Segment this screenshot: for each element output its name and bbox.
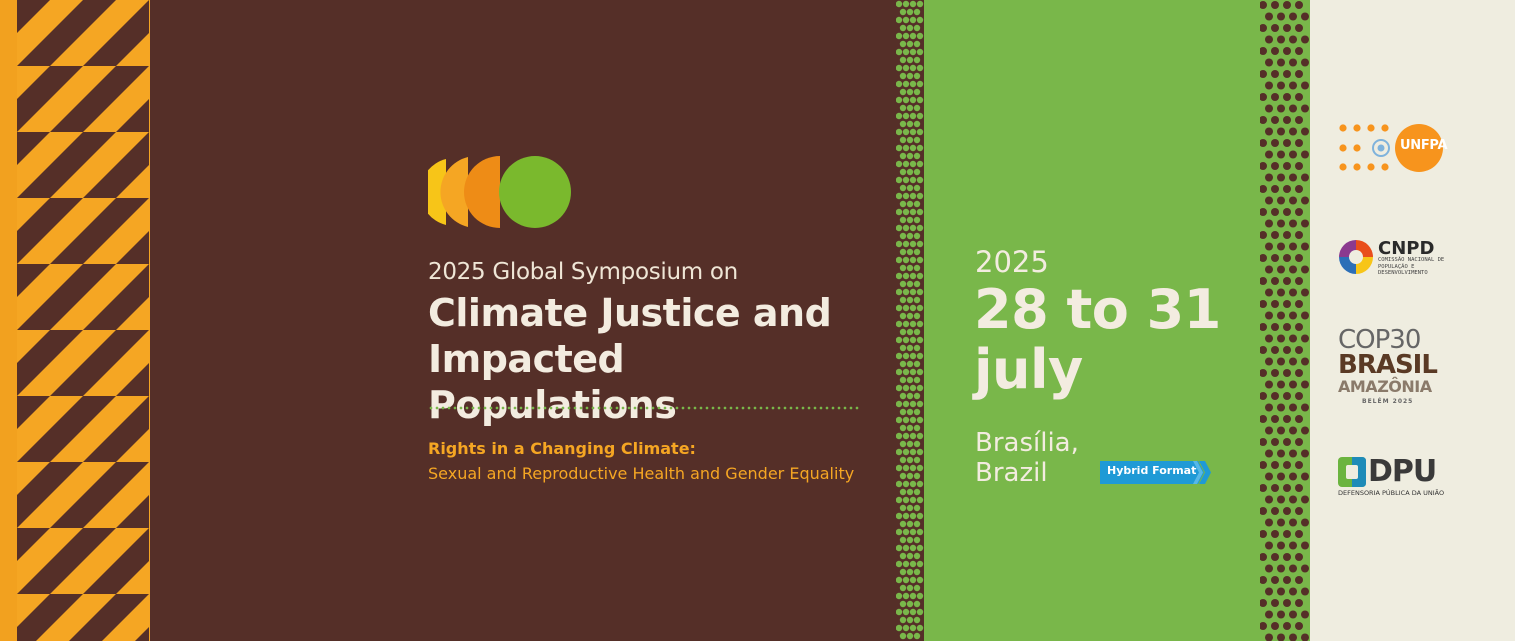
hybrid-format-badge [1100, 461, 1211, 484]
event-location-country: Brazil [975, 458, 1048, 488]
cross-pattern-divider [1260, 0, 1310, 641]
date-panel [924, 0, 1260, 641]
cnpd-logo-icon [1339, 240, 1373, 274]
cop30-belem-text: BELÉM 2025 [1362, 398, 1414, 405]
cop30-amazonia-text: AMAZÔNIA [1338, 377, 1432, 396]
event-title-line-1: Climate Justice and [428, 291, 832, 335]
event-location: Brasília, Brazil [975, 428, 1079, 488]
cop30-logo-text: COP30 [1338, 325, 1421, 355]
symposium-logo-icon [428, 156, 571, 228]
cnpd-logo-text: CNPD [1378, 238, 1435, 259]
partner-logos-panel [1310, 0, 1515, 641]
cnpd-logo-subtitle: COMISSÃO NACIONAL DE POPULAÇÃO E DESENVO… [1378, 257, 1445, 276]
unfpa-logo-icon [1339, 124, 1443, 172]
event-dates: 28 to 31 july [974, 280, 1221, 400]
dpu-logo-subtitle: DEFENSORIA PÚBLICA DA UNIÃO [1338, 489, 1445, 497]
event-title: Climate Justice and Impacted Populations [428, 290, 878, 428]
event-title-line-2: Impacted Populations [428, 337, 677, 427]
event-location-city: Brasília, [975, 428, 1079, 458]
tagline-heading: Rights in a Changing Climate: [428, 439, 696, 458]
event-year: 2025 [975, 245, 1049, 279]
event-dates-month: july [974, 338, 1083, 401]
unfpa-logo-text: UNFPA [1400, 138, 1448, 153]
cop30-brasil-text: BRASIL [1338, 350, 1438, 380]
tagline-text: Sexual and Reproductive Health and Gende… [428, 464, 855, 483]
main-panel [150, 0, 898, 641]
dpu-logo-icon [1338, 457, 1366, 487]
dotted-divider [428, 406, 860, 410]
dot-pattern-divider [896, 0, 924, 641]
event-subtitle: 2025 Global Symposium on [428, 259, 738, 285]
event-dates-range: 28 to 31 [974, 278, 1221, 341]
hybrid-format-label: Hybrid Format [1107, 464, 1197, 477]
dpu-logo-text: DPU [1368, 454, 1437, 489]
triangle-pattern-band [0, 0, 150, 641]
